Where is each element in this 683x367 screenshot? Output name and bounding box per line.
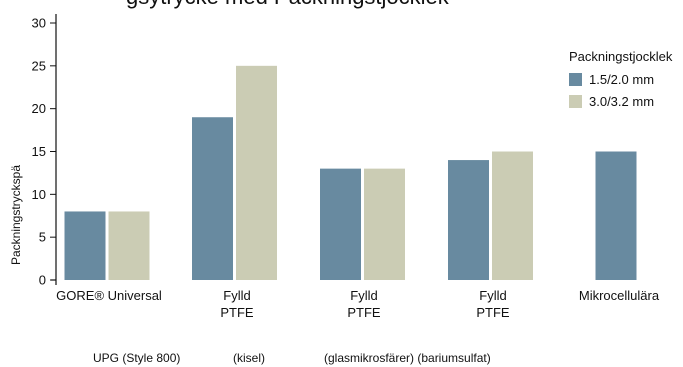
sub-labels: UPG (Style 800) (kisel) (glasmikrosfärer) … (93, 351, 491, 365)
bars (64, 65, 637, 280)
bar (364, 168, 405, 280)
category-labels: GORE® Universal Fylld PTFE Fylld PTFE Fylld PT… (56, 288, 660, 320)
y-axis-label: Packningstryckspä (9, 165, 23, 265)
bar (236, 65, 277, 280)
bar (320, 168, 361, 280)
legend-title: Packningstjocklek (569, 49, 673, 64)
chart-title-partial: gsytrycke med Packningstjocklek (126, 0, 450, 9)
legend-swatch (569, 95, 582, 108)
y-tick-label: 30 (32, 16, 46, 31)
y-tick-label: 0 (39, 273, 46, 288)
bar (492, 151, 533, 280)
y-tick-label: 5 (39, 230, 46, 245)
category-label: PTFE (476, 305, 510, 320)
legend-swatch (569, 73, 582, 86)
category-sublabel: UPG (Style 800) (93, 351, 180, 365)
y-tick-label: 20 (32, 101, 46, 116)
legend: Packningstjocklek 1.5/2.0 mm 3.0/3.2 mm (569, 49, 673, 109)
legend-label: 3.0/3.2 mm (589, 94, 654, 109)
category-label: GORE® Universal (56, 288, 162, 303)
y-tick-label: 15 (32, 144, 46, 159)
category-label: Mikrocellulära (579, 288, 660, 303)
category-sublabel: (glasmikrosfärer) (bariumsulfat) (324, 351, 491, 365)
bar (64, 211, 106, 280)
y-tick-label: 25 (32, 58, 46, 73)
category-label: PTFE (347, 305, 381, 320)
bar (108, 211, 150, 280)
category-label: Fylld (223, 288, 250, 303)
category-label: Fylld (350, 288, 377, 303)
category-sublabel: (kisel) (233, 351, 265, 365)
category-label: PTFE (220, 305, 254, 320)
bar (448, 160, 489, 280)
y-tick-label: 10 (32, 187, 46, 202)
legend-label: 1.5/2.0 mm (589, 72, 654, 87)
bar (192, 117, 233, 280)
y-axis: 0 5 10 15 20 25 30 (32, 14, 57, 288)
bar (595, 151, 637, 280)
category-label: Fylld (479, 288, 506, 303)
